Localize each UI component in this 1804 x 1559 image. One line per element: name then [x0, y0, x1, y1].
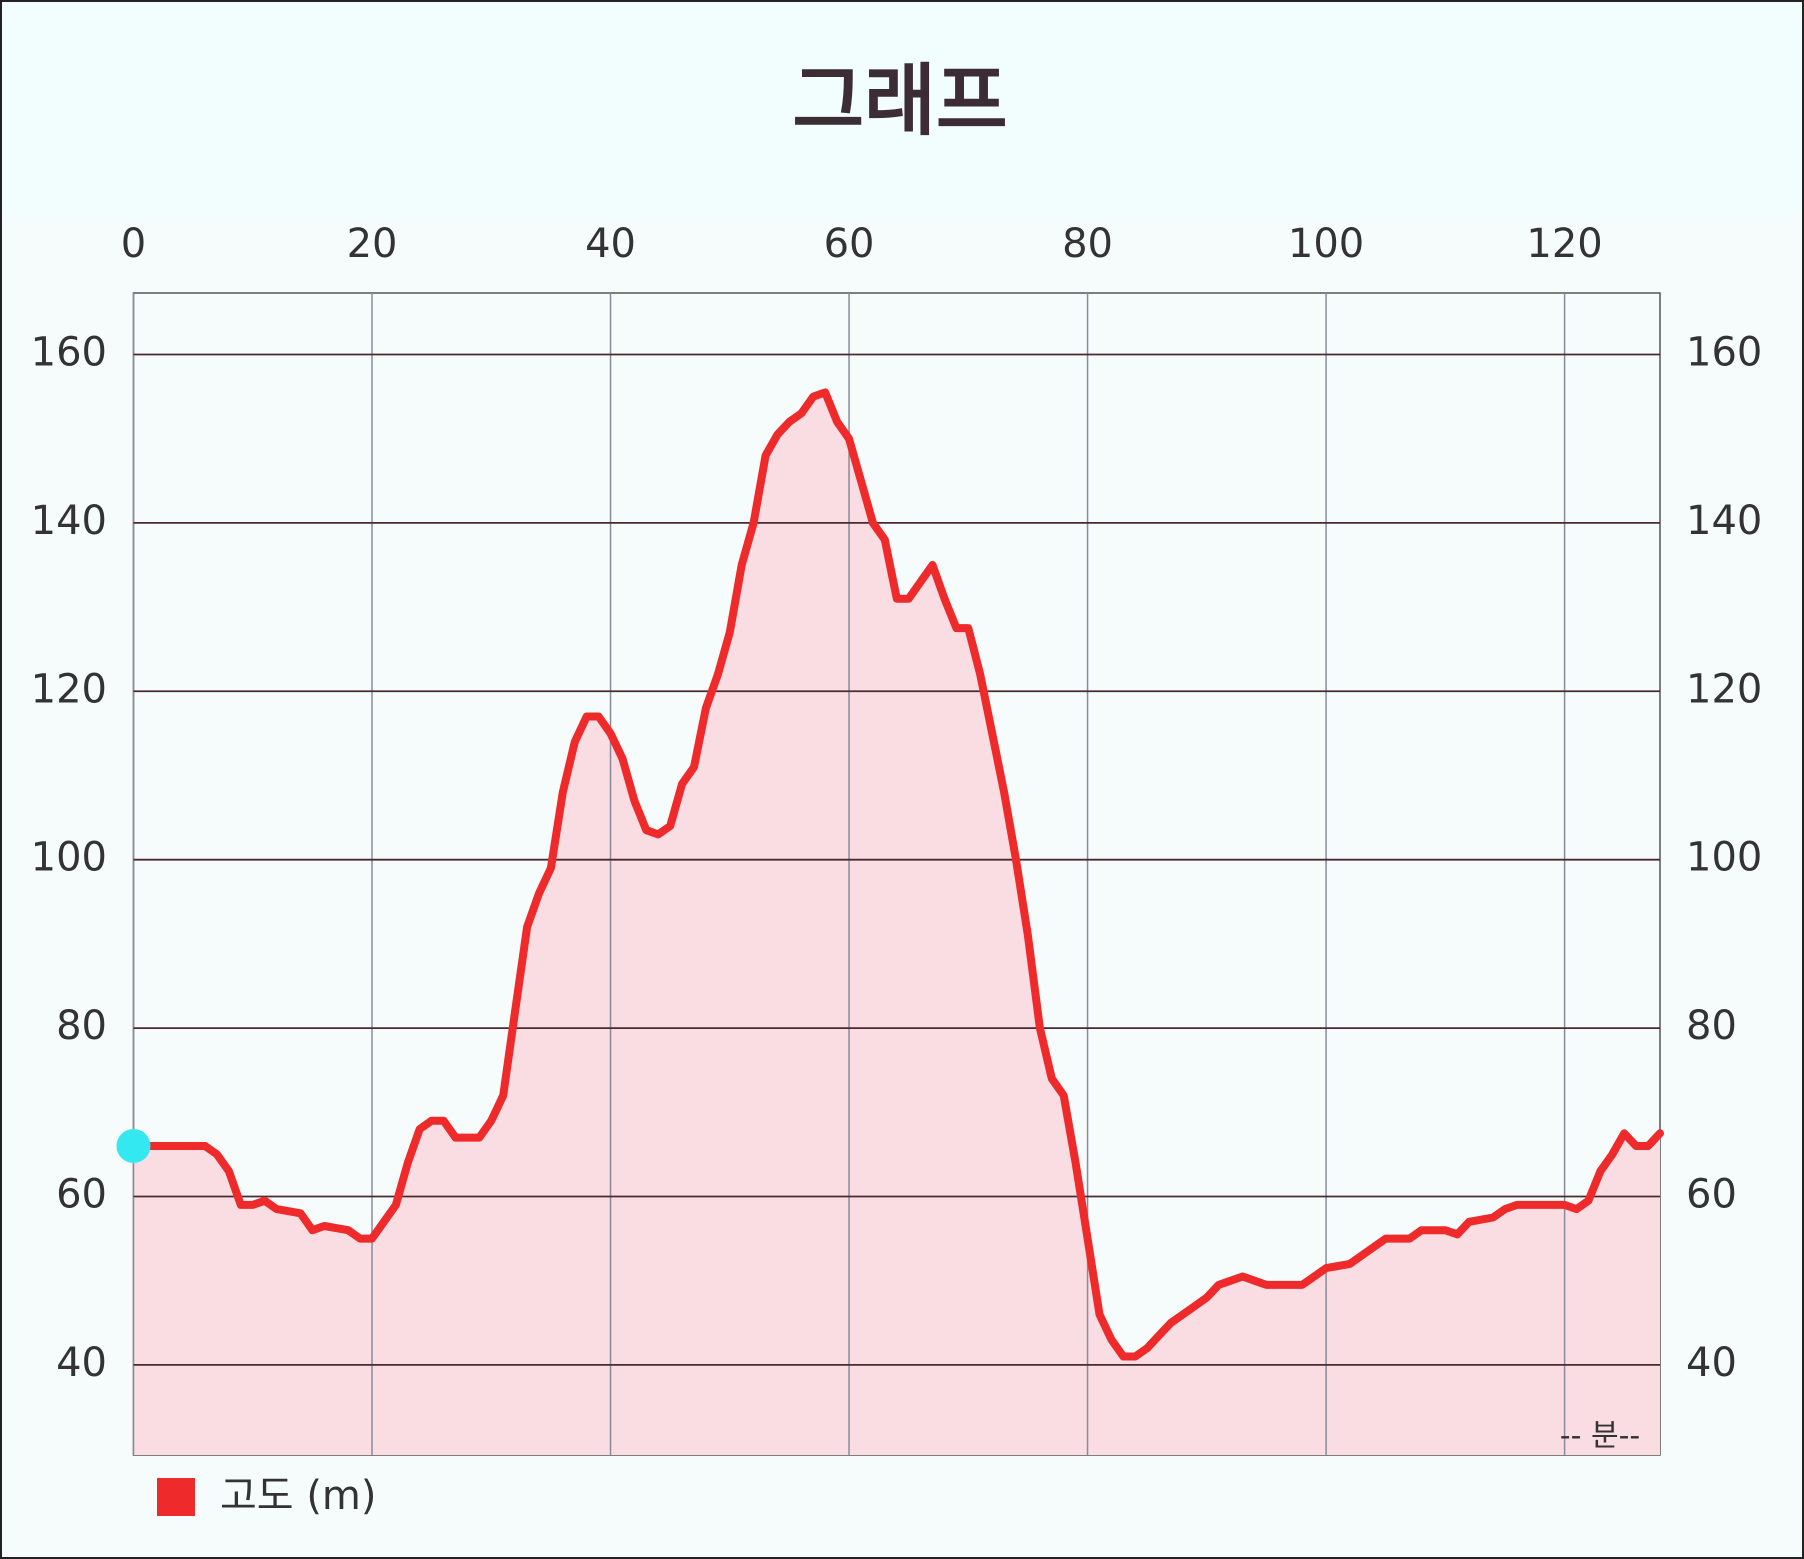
y-tick-label: 120 — [31, 666, 107, 712]
area — [133, 392, 1660, 1455]
y-tick-label: 140 — [31, 498, 107, 544]
x-tick-label: 100 — [1288, 221, 1364, 267]
legend-label: 고도 (m) — [220, 1473, 377, 1519]
y2-tick-label: 140 — [1686, 498, 1762, 544]
header-band — [2, 2, 1802, 218]
legend-swatch — [157, 1478, 195, 1516]
y2-tick-label: 40 — [1686, 1340, 1737, 1386]
y-tick-label: 80 — [56, 1003, 107, 1049]
y2-tick-label: 120 — [1686, 666, 1762, 712]
x-unit-label: -- 분-- — [1560, 1419, 1640, 1454]
x-tick-label: 20 — [347, 221, 398, 267]
y2-tick-label: 100 — [1686, 835, 1762, 881]
y-tick-label: 100 — [31, 835, 107, 881]
y2-tick-label: 60 — [1686, 1171, 1737, 1217]
y2-tick-label: 160 — [1686, 329, 1762, 375]
y-tick-label: 40 — [56, 1340, 107, 1386]
chart-title: 그래프 — [792, 56, 1007, 146]
line — [129, 388, 1664, 1361]
y-tick-label: 60 — [56, 1171, 107, 1217]
x-tick-label: 60 — [824, 221, 875, 267]
x-tick-label: 80 — [1062, 221, 1113, 267]
x-tick-label: 120 — [1526, 221, 1602, 267]
x-tick-label: 40 — [585, 221, 636, 267]
y-tick-label: 160 — [31, 329, 107, 375]
y2-tick-label: 80 — [1686, 1003, 1737, 1049]
x-tick-label: 0 — [121, 221, 146, 267]
start-marker — [116, 1128, 151, 1163]
